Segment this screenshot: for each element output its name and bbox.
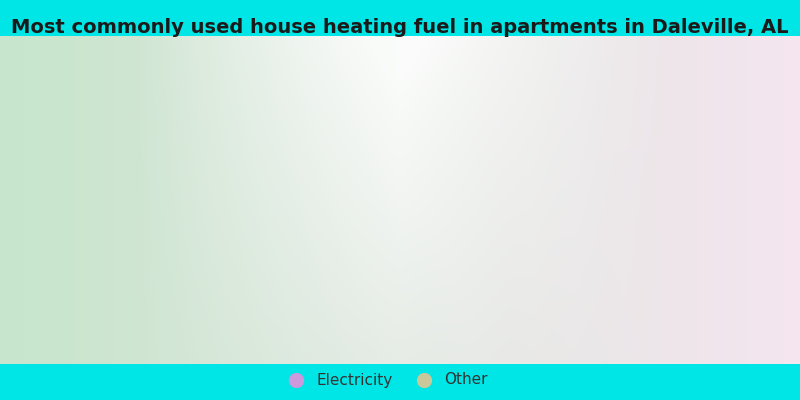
Wedge shape bbox=[250, 167, 546, 318]
Text: City-Data.com: City-Data.com bbox=[574, 62, 658, 75]
Text: Most commonly used house heating fuel in apartments in Daleville, AL: Most commonly used house heating fuel in… bbox=[11, 18, 789, 37]
Wedge shape bbox=[480, 282, 550, 318]
Text: Electricity: Electricity bbox=[316, 372, 392, 388]
Text: Other: Other bbox=[444, 372, 487, 388]
